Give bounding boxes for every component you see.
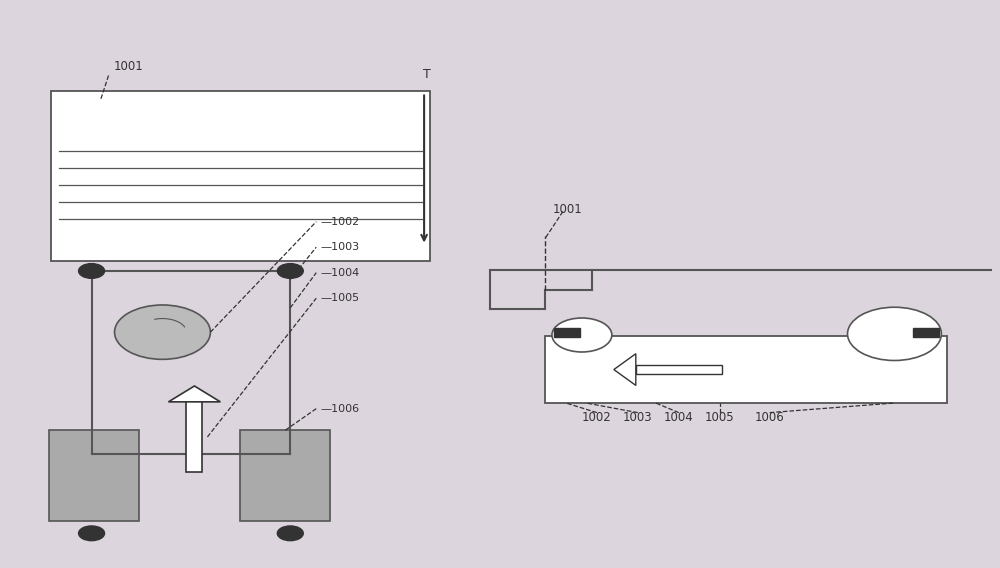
Text: 1001: 1001 <box>114 60 143 73</box>
Text: 1005: 1005 <box>705 411 735 424</box>
Circle shape <box>277 526 303 541</box>
Text: —1003: —1003 <box>320 242 359 252</box>
Text: —1005: —1005 <box>320 293 359 303</box>
Bar <box>554 328 580 337</box>
Text: 1004: 1004 <box>664 411 694 424</box>
Bar <box>51 91 430 261</box>
Text: T: T <box>423 68 431 81</box>
Circle shape <box>848 307 941 361</box>
Bar <box>240 430 330 521</box>
Circle shape <box>552 318 612 352</box>
Circle shape <box>277 264 303 278</box>
Bar <box>636 365 722 374</box>
Bar <box>913 328 939 337</box>
Text: —1002: —1002 <box>320 216 360 227</box>
Text: 1006: 1006 <box>755 411 784 424</box>
Polygon shape <box>614 354 636 386</box>
Text: —1006: —1006 <box>320 404 359 414</box>
Circle shape <box>115 305 210 360</box>
Bar <box>49 430 139 521</box>
Polygon shape <box>168 386 220 402</box>
Bar <box>186 398 202 472</box>
Text: —1004: —1004 <box>320 268 360 278</box>
Text: 1001: 1001 <box>553 203 583 216</box>
Circle shape <box>79 526 105 541</box>
Text: 1003: 1003 <box>623 411 653 424</box>
Bar <box>545 336 947 403</box>
Text: 1002: 1002 <box>582 411 612 424</box>
Circle shape <box>79 264 105 278</box>
